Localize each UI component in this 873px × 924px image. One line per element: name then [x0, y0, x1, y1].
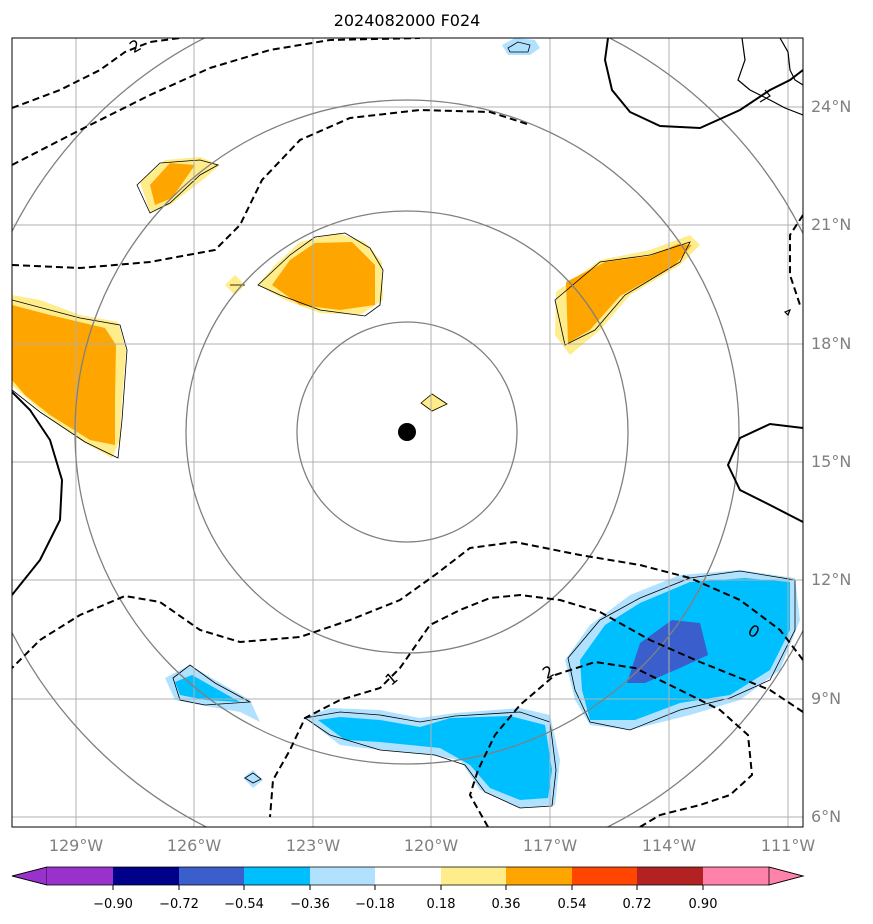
lon-tick-label: 126°W [167, 836, 222, 855]
dashed-contour-east-edge [789, 214, 803, 306]
lon-tick-label: 117°W [523, 836, 578, 855]
lat-tick-label: 24°N [811, 97, 851, 116]
colorbar-tick-label: 0.36 [492, 897, 521, 912]
coastline [737, 38, 803, 317]
lat-tick-label: 21°N [811, 215, 851, 234]
colorbar-tick-label: −0.72 [159, 897, 199, 912]
solid-contours [12, 38, 803, 596]
thin-contour-nw [136, 159, 220, 214]
lat-tick-label: 9°N [811, 689, 841, 708]
solid-contour-ne [603, 38, 803, 130]
solid-contour-east [726, 422, 803, 523]
negative-field-top [502, 38, 540, 55]
positive-core-nw [150, 163, 195, 205]
lat-tick-label: 6°N [811, 807, 841, 826]
dashed-contours [12, 38, 803, 827]
range-ring [185, 210, 629, 654]
negative-dot-sw [243, 770, 263, 788]
colorbar-segment [375, 867, 441, 885]
colorbar-segment [506, 867, 572, 885]
thin-contour-south [303, 711, 557, 809]
colorbar-tick-label: 0.18 [427, 897, 456, 912]
lat-tick-label: 12°N [811, 570, 851, 589]
colorbar: −0.90 −0.72 −0.54 −0.36 −0.18 0.18 0.36 … [11, 866, 805, 912]
thin-contour-sw [172, 664, 252, 706]
storm-center-marker [398, 423, 416, 441]
dashed-contour-central [12, 540, 803, 669]
thin-contour-se [567, 570, 796, 731]
colorbar-segment [244, 867, 310, 885]
lat-axis: 24°N 21°N 18°N 15°N 12°N 9°N 6°N [811, 97, 851, 826]
positive-core-north [272, 242, 375, 310]
lon-axis: 129°W 126°W 123°W 120°W 117°W 114°W 111°… [49, 836, 816, 855]
thin-contour-west [12, 299, 128, 459]
lon-tick-label: 111°W [761, 836, 816, 855]
colorbar-extend-high [768, 866, 805, 886]
colorbar-extend-low [11, 866, 48, 886]
lat-tick-label: 18°N [811, 334, 851, 353]
colorbar-tick-label: 0.54 [558, 897, 587, 912]
dashed-contour-south [269, 593, 803, 818]
negative-core-sw [175, 675, 240, 702]
dashed-contour-se [468, 660, 754, 827]
thin-contour-north [257, 232, 384, 317]
graticule [12, 38, 803, 827]
dashed-contour-nw-b [12, 38, 421, 166]
colorbar-tick-label: −0.18 [355, 897, 395, 912]
colorbar-segment [310, 867, 375, 885]
thin-contour-dot-sw [244, 772, 262, 784]
lon-tick-label: 120°W [404, 836, 459, 855]
map-frame [11, 37, 804, 828]
map-area: 2 1 2 0 [12, 38, 803, 827]
positive-core-west [12, 305, 116, 445]
lon-tick-label: 114°W [642, 836, 697, 855]
colorbar-segment [703, 867, 769, 885]
thin-contour-ne [554, 241, 691, 346]
thin-contour-top [507, 41, 531, 53]
colorbar-tick-label: −0.90 [93, 897, 133, 912]
chart-title: 2024082000 F024 [334, 11, 481, 30]
coastline-island [783, 308, 792, 317]
dashed-contour-north [12, 108, 531, 270]
coastline-baja [737, 38, 803, 116]
colorbar-segment [572, 867, 637, 885]
range-rings [12, 38, 803, 827]
range-ring [74, 99, 740, 765]
negative-strong-se [627, 620, 708, 683]
colorbar-tick-label: −0.36 [290, 897, 330, 912]
colorbar-segment [637, 867, 703, 885]
colorbar-tick-label: 0.72 [623, 897, 652, 912]
coastline-baja-detail [759, 89, 771, 103]
colorbar-segment [441, 867, 506, 885]
range-ring [296, 321, 518, 543]
lon-tick-label: 123°W [286, 836, 341, 855]
thin-contour-diamond [420, 393, 448, 412]
solid-contour-west [12, 391, 64, 596]
colorbar-segment [47, 867, 113, 885]
colorbar-tick-label: 0.90 [689, 897, 718, 912]
colorbar-segment [179, 867, 244, 885]
colorbar-tick-label: −0.54 [224, 897, 264, 912]
dashed-contour-nw-a [12, 38, 181, 109]
coastline-baja-inner [779, 38, 803, 86]
lat-tick-label: 15°N [811, 452, 851, 471]
colorbar-ticks [112, 885, 704, 890]
lon-tick-label: 129°W [49, 836, 104, 855]
colorbar-outline [11, 866, 805, 886]
colorbar-segment [113, 867, 179, 885]
positive-core-ne [566, 244, 692, 343]
